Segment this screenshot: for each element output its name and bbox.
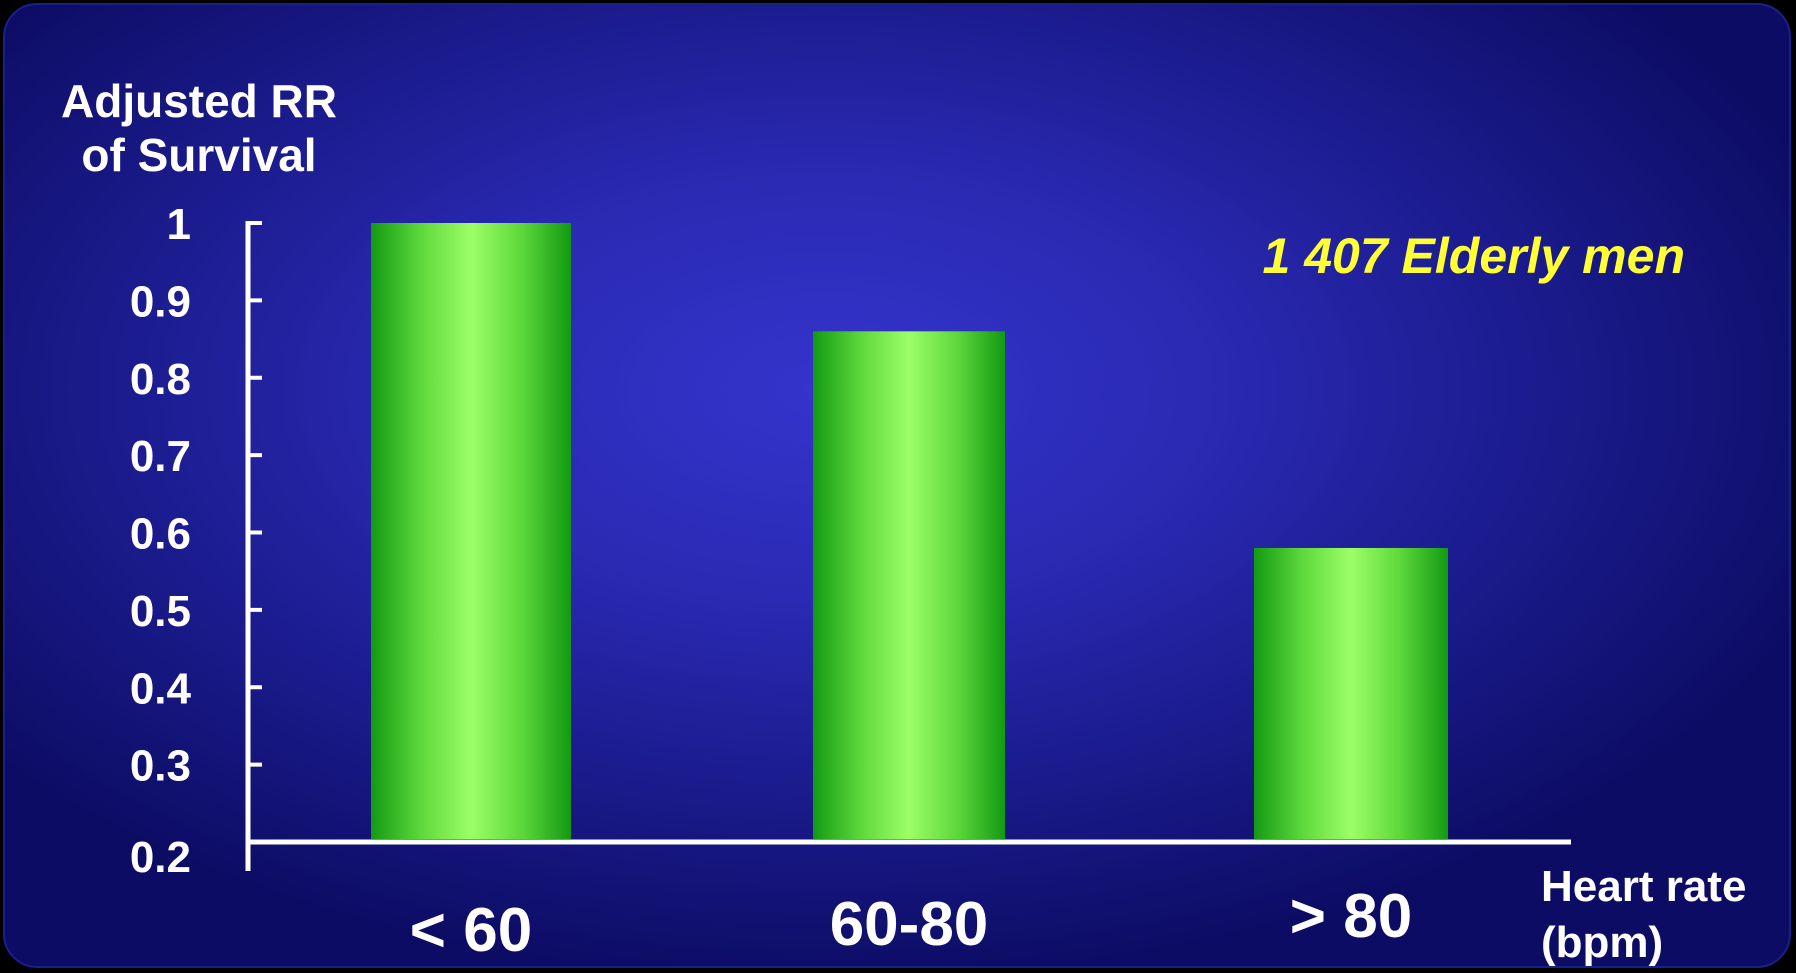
x-axis-title-line-2: (bpm) [1541, 918, 1663, 967]
x-axis-ticks: < 60 60-80 > 80 [410, 882, 1412, 965]
y-tick-label: 0.7 [130, 432, 191, 481]
x-tick-label: 60-80 [830, 890, 989, 959]
bar [1254, 547, 1448, 839]
bar-chart: Adjusted RR of Survival 1 407 Elderly me… [61, 75, 1746, 967]
x-tick-label: > 80 [1290, 882, 1412, 951]
y-tick-label: 0.6 [130, 510, 191, 559]
x-axis-title-line-1: Heart rate [1541, 862, 1746, 911]
y-tick-label: 0.8 [130, 355, 191, 404]
sample-annotation: 1 407 Elderly men [1263, 228, 1685, 284]
bar [371, 223, 571, 839]
bars-group [371, 223, 1448, 839]
y-tick-label: 0.9 [130, 277, 191, 326]
y-axis-title-line-1: Adjusted RR [61, 75, 337, 127]
y-tick-label: 0.4 [130, 664, 192, 713]
x-tick-label: < 60 [410, 896, 532, 965]
bar [813, 331, 1005, 839]
y-axis-title-line-2: of Survival [81, 129, 316, 181]
y-tick-label: 1 [167, 200, 191, 249]
slide-background: Adjusted RR of Survival 1 407 Elderly me… [3, 3, 1791, 968]
y-tick-label: 0.3 [130, 742, 191, 791]
y-tick-label: 0.2 [130, 833, 191, 882]
y-axis-ticks: 1 0.9 0.8 0.7 0.6 0.5 0.4 0.3 0.2 [130, 200, 262, 882]
y-tick-label: 0.5 [130, 587, 191, 636]
